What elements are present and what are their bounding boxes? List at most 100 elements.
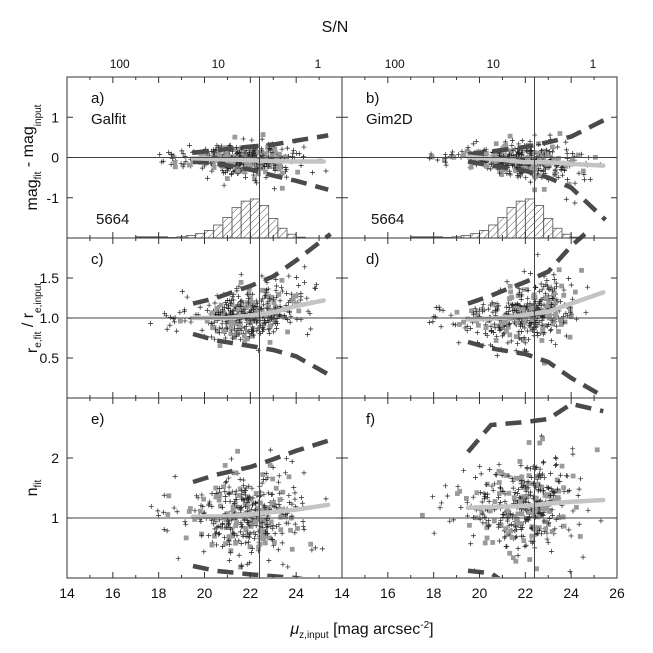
scatter-square xyxy=(556,267,562,273)
scatter-plus xyxy=(448,312,454,318)
scatter-square xyxy=(542,323,548,329)
scatter-square xyxy=(521,494,527,499)
scatter-square xyxy=(230,533,235,539)
scatter-plus xyxy=(220,543,226,549)
scatter-plus xyxy=(246,495,252,501)
scatter-plus xyxy=(557,479,563,485)
scatter-square xyxy=(503,526,509,532)
scatter-plus xyxy=(568,533,574,539)
scatter-plus xyxy=(484,482,490,488)
scatter-square xyxy=(491,518,497,524)
scatter-square xyxy=(543,295,549,301)
scatter-square xyxy=(540,506,545,512)
scatter-plus xyxy=(551,276,557,282)
y-axis-title-part: mag xyxy=(24,179,41,210)
scatter-square xyxy=(561,523,567,529)
x-tick-label: 16 xyxy=(105,585,121,601)
scatter-plus xyxy=(438,324,444,330)
scatter-plus xyxy=(242,150,248,156)
scatter-plus xyxy=(497,538,503,544)
scatter-square xyxy=(499,470,504,475)
scatter-plus xyxy=(574,316,580,322)
x-tick-label: 14 xyxy=(59,585,75,601)
scatter-plus xyxy=(477,463,483,469)
scatter-plus xyxy=(515,545,521,551)
lower-envelope-line xyxy=(192,331,332,378)
panel-letter: a) xyxy=(91,90,104,107)
scatter-plus xyxy=(241,483,247,489)
scatter-square xyxy=(528,166,534,172)
scatter-plus xyxy=(298,297,304,303)
scatter-plus xyxy=(443,162,449,168)
scatter-plus xyxy=(477,307,483,313)
scatter-square xyxy=(252,176,257,182)
scatter-square xyxy=(550,293,556,299)
scatter-plus xyxy=(581,172,587,178)
scatter-square xyxy=(561,485,567,491)
scatter-plus xyxy=(512,490,518,496)
scatter-square xyxy=(551,290,557,296)
scatter-plus xyxy=(236,331,242,337)
scatter-square xyxy=(276,292,282,297)
scatter-plus xyxy=(323,496,329,502)
scatter-square xyxy=(277,151,282,157)
x-axis-title-end: ] xyxy=(429,621,433,638)
scatter-plus xyxy=(543,291,549,297)
scatter-plus xyxy=(252,500,258,506)
histogram-bar xyxy=(534,205,545,239)
scatter-plus xyxy=(175,555,181,561)
scatter-plus xyxy=(563,139,569,145)
scatter-plus xyxy=(273,276,279,282)
scatter-plus xyxy=(217,325,223,331)
scatter-plus xyxy=(534,531,540,537)
scatter-square xyxy=(525,510,531,515)
scatter-square xyxy=(269,294,275,300)
scatter-plus xyxy=(470,494,476,500)
scatter-square xyxy=(491,301,497,307)
scatter-plus xyxy=(585,507,591,513)
scatter-plus xyxy=(265,305,271,311)
panel-letter: f) xyxy=(366,411,375,428)
scatter-square xyxy=(263,169,268,175)
scatter-plus xyxy=(549,507,555,513)
scatter-plus xyxy=(563,311,569,317)
scatter-square xyxy=(551,156,557,162)
scatter-plus xyxy=(537,298,543,304)
scatter-square xyxy=(496,468,502,474)
scatter-plus xyxy=(286,493,292,499)
scatter-plus xyxy=(470,141,476,147)
scatter-plus xyxy=(271,329,277,335)
scatter-plus xyxy=(249,549,255,555)
scatter-square xyxy=(517,498,523,504)
scatter-plus xyxy=(253,298,259,304)
scatter-plus xyxy=(186,142,192,148)
scatter-square xyxy=(522,320,527,326)
scatter-plus xyxy=(485,517,491,523)
scatter-square xyxy=(268,519,274,525)
scatter-plus xyxy=(566,276,572,282)
scatter-square xyxy=(253,306,259,312)
scatter-square xyxy=(279,185,285,191)
scatter-square xyxy=(522,316,528,322)
scatter-plus xyxy=(177,309,183,315)
scatter-square xyxy=(259,308,265,314)
scatter-plus xyxy=(168,161,174,167)
scatter-plus xyxy=(497,500,503,506)
scatter-square xyxy=(237,486,243,492)
scatter-plus xyxy=(520,483,526,489)
scatter-plus xyxy=(226,475,232,481)
scatter-plus xyxy=(510,163,516,169)
scatter-plus xyxy=(455,484,461,490)
scatter-plus xyxy=(598,518,604,524)
scatter-plus xyxy=(534,464,540,470)
scatter-square xyxy=(556,329,561,334)
scatter-square xyxy=(496,480,502,485)
scatter-plus xyxy=(233,333,239,339)
x-tick-label: 14 xyxy=(334,585,350,601)
scatter-plus xyxy=(509,137,515,143)
scatter-plus xyxy=(555,144,561,150)
scatter-plus xyxy=(263,471,269,477)
scatter-square xyxy=(530,156,536,162)
scatter-square xyxy=(521,498,527,504)
scatter-square xyxy=(519,521,525,527)
